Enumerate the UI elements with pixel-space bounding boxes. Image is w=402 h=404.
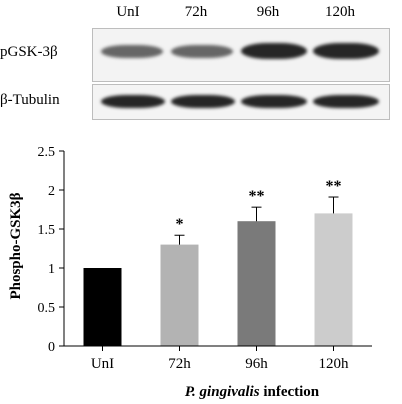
y-axis: 0 0.5 1 1.5 2 2.5 — [38, 145, 65, 355]
significance-marker: ** — [249, 188, 265, 205]
x-tick-label: 120h — [319, 356, 350, 372]
y-tick-label: 0 — [48, 340, 55, 355]
x-tick-label: UnI — [91, 356, 114, 372]
band-tubulin-uni — [101, 95, 165, 108]
band-pgsk3b-120h — [313, 43, 379, 59]
band-tubulin-96h — [241, 95, 307, 108]
lane-label-96h: 96h — [256, 4, 280, 20]
bar-96h — [237, 221, 276, 346]
x-axis-title-rest: infection — [260, 384, 320, 400]
significance-marker: ** — [326, 178, 342, 195]
y-tick-label: 1 — [48, 262, 55, 277]
band-pgsk3b-72h — [171, 45, 233, 58]
y-tick-label: 1.5 — [38, 223, 56, 238]
bar-uni — [83, 268, 122, 346]
x-tick-label: 72h — [168, 356, 191, 372]
blot-row-label-pgsk3b: pGSK-3β — [0, 44, 58, 60]
bar-120h — [314, 213, 353, 346]
x-tick-label: 96h — [245, 356, 268, 372]
blot-strip-tubulin — [92, 84, 390, 120]
x-axis: UnI 72h 96h 120h — [64, 345, 372, 372]
band-tubulin-72h — [171, 95, 235, 108]
lane-label-uni: UnI — [116, 4, 140, 20]
bars: ***** — [83, 178, 353, 346]
y-tick-label: 2.5 — [38, 145, 56, 160]
y-tick-label: 0.5 — [38, 301, 56, 316]
x-axis-title: P. gingivalis infection — [185, 384, 320, 400]
lane-label-120h: 120h — [325, 4, 355, 20]
blot-row-label-tubulin: β-Tubulin — [0, 92, 60, 108]
blot-strip-pgsk3b — [92, 28, 390, 82]
y-tick-label: 2 — [48, 184, 55, 199]
band-pgsk3b-uni — [101, 45, 163, 58]
band-pgsk3b-96h — [241, 43, 307, 59]
significance-marker: * — [176, 216, 184, 233]
bar-72h — [160, 244, 199, 346]
band-tubulin-120h — [313, 95, 379, 108]
y-axis-title: Phospho-GSK3β — [8, 192, 24, 299]
lane-label-72h: 72h — [184, 4, 208, 20]
x-axis-title-italic: P. gingivalis — [185, 384, 260, 400]
